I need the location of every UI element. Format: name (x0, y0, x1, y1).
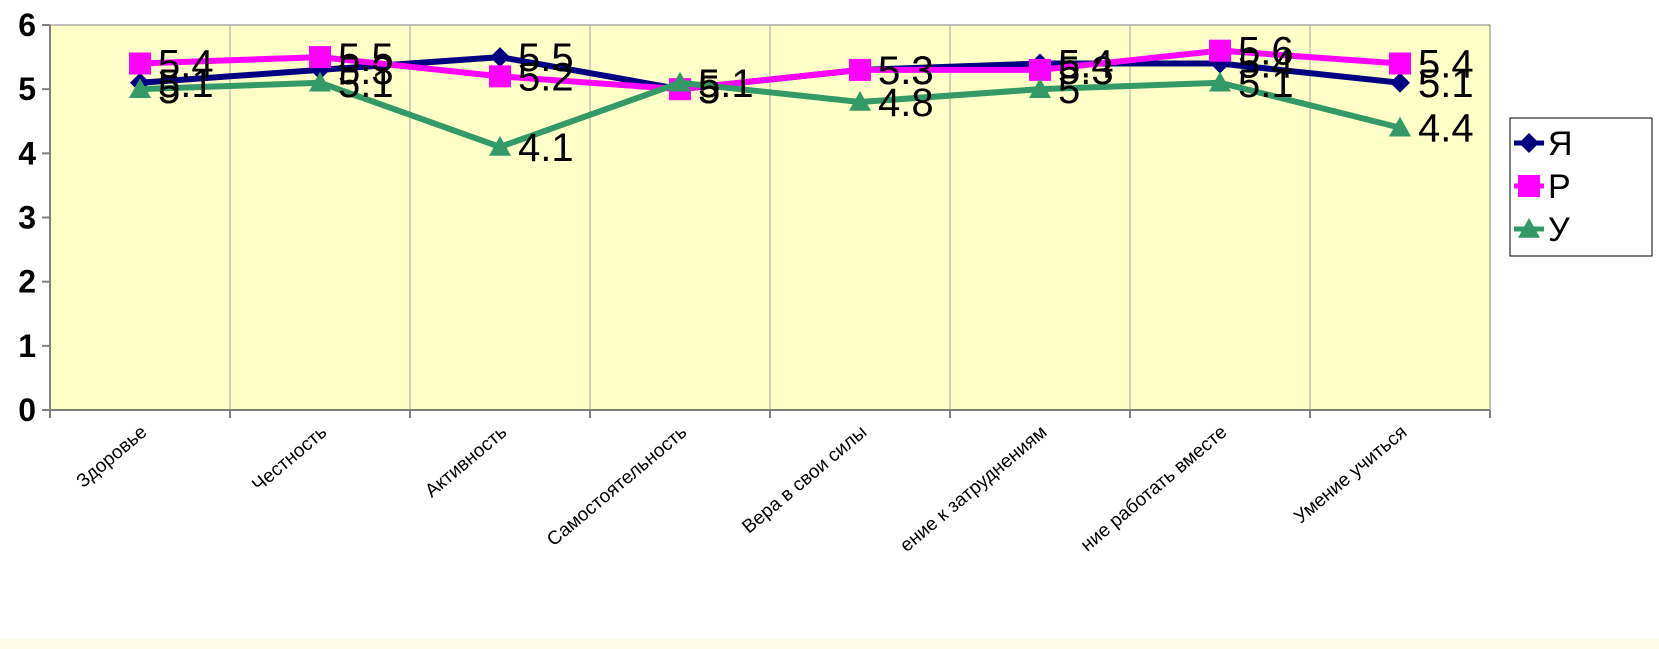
data-point (1029, 58, 1051, 81)
x-tick-label: ение к затруднениям (896, 422, 1051, 557)
x-tick-label: Честность (248, 422, 331, 496)
data-point (669, 71, 691, 92)
legend-label: Р (1548, 168, 1571, 206)
data-point (489, 65, 511, 88)
series-2 (129, 71, 1411, 156)
data-point (310, 59, 330, 80)
x-tick-label: Здоровье (73, 422, 151, 493)
y-tick-labels: 0 1 2 3 4 5 6 (18, 7, 50, 428)
x-tick-label: ние работать вместе (1077, 422, 1231, 556)
slide-bottom-strip (0, 639, 1659, 649)
data-label: 5.6 (1238, 30, 1294, 74)
x-tick-label: Умение учиться (1290, 422, 1411, 528)
data-label: 5.3 (1058, 49, 1114, 93)
data-point (1209, 39, 1231, 62)
series-1 (129, 39, 1411, 101)
data-labels: 5.1 5.3 5.55 5.3 5.4 5.4 5.15.4 5.5 5.2 5 5.3 5.3 5.… (158, 30, 1474, 170)
x-tick-label: Активность (421, 422, 511, 502)
data-label: 4.4 (1418, 107, 1474, 151)
data-point (309, 46, 331, 69)
y-tick-label: 3 (18, 200, 36, 236)
data-label: 5 (1058, 68, 1080, 112)
data-point (490, 47, 510, 68)
data-label: 5.1 (338, 62, 394, 106)
legend-label: Я (1548, 125, 1573, 163)
data-point (1389, 52, 1411, 75)
legend: ЯРУ (1509, 117, 1653, 257)
x-tick-label: Самостоятельность (543, 422, 691, 551)
data-label: 5.5 (518, 36, 574, 80)
grid-lines (229, 25, 1311, 410)
data-label: 5 (698, 68, 720, 112)
data-label: 5.1 (698, 62, 754, 106)
y-tick-label: 5 (18, 71, 36, 107)
data-point (849, 91, 871, 111)
data-label: 5.2 (518, 55, 574, 99)
data-label: 5.1 (1418, 62, 1474, 106)
y-tick-label: 0 (18, 392, 36, 428)
series-lines (129, 39, 1411, 156)
data-label: 5.1 (158, 62, 214, 106)
y-tick-label: 4 (18, 135, 36, 171)
data-label: 5.4 (1418, 43, 1474, 87)
legend-entry: Я (1514, 125, 1573, 163)
data-label: 5 (698, 68, 720, 112)
legend-marker (1518, 218, 1540, 238)
data-label: 5.4 (1238, 43, 1294, 87)
legend-entry: Р (1514, 168, 1571, 206)
series-line (139, 47, 1401, 93)
series-line (139, 79, 1401, 150)
data-label: 5.5 (338, 36, 394, 80)
data-point (1209, 71, 1231, 92)
y-tick-label: 1 (18, 328, 36, 364)
data-label: 5.3 (878, 49, 934, 93)
data-point (129, 78, 151, 98)
legend-entry: У (1514, 211, 1570, 249)
data-point (489, 135, 511, 156)
data-label: 5.1 (1238, 62, 1294, 106)
data-label: 5.3 (878, 49, 934, 93)
data-label: 5.4 (158, 43, 214, 87)
legend-marker (1518, 175, 1540, 197)
data-label: 5.3 (338, 49, 394, 93)
x-tick-label: Вера в свои силы (738, 422, 871, 538)
y-tick-label: 6 (18, 7, 36, 43)
data-point (129, 52, 151, 75)
data-point (849, 58, 871, 81)
data-label: 4.1 (518, 126, 574, 170)
data-point (309, 71, 331, 92)
x-tick-labels: Здоровье Честность Активность Самостоятельн… (49, 410, 1491, 557)
data-label: 5.4 (1058, 43, 1114, 87)
y-tick-label: 2 (18, 264, 36, 300)
data-point (1389, 116, 1411, 137)
data-label: 4.8 (878, 81, 934, 125)
data-point (1390, 72, 1410, 93)
data-point (1029, 78, 1051, 98)
legend-label: У (1548, 211, 1570, 249)
legend-marker (1519, 133, 1539, 153)
data-label: 5 (158, 68, 180, 112)
